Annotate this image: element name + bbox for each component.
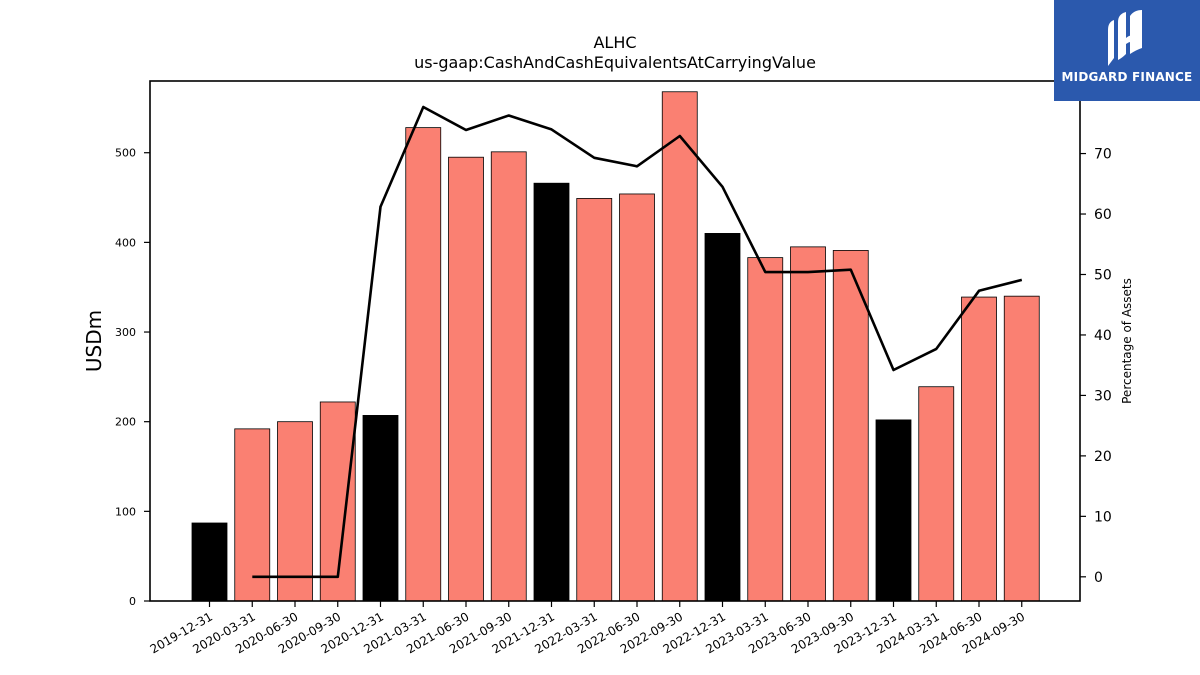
y2-tick-label: 30 xyxy=(1094,388,1112,404)
logo: MIDGARD FINANCE xyxy=(1054,0,1200,101)
bar xyxy=(661,91,698,602)
y-tick-label: 0 xyxy=(129,595,136,608)
line-series xyxy=(252,105,1023,579)
y-axis-label: USDm xyxy=(82,310,106,372)
bar xyxy=(533,182,570,602)
bar xyxy=(790,246,826,602)
bar xyxy=(277,421,313,602)
bars-group xyxy=(191,91,1040,602)
y2-tick-label: 20 xyxy=(1094,449,1112,465)
chart-subtitle: us-gaap:CashAndCashEquivalentsAtCarrying… xyxy=(414,53,816,72)
midgard-logo-icon xyxy=(1108,10,1142,66)
bar xyxy=(191,522,228,602)
bar xyxy=(704,233,741,602)
bar xyxy=(1003,295,1040,602)
y-tick-label: 400 xyxy=(115,236,136,249)
y2-tick-label: 50 xyxy=(1094,267,1112,283)
y-tick-label: 200 xyxy=(115,416,136,429)
y2-tick-label: 40 xyxy=(1094,328,1112,344)
bar xyxy=(832,250,869,602)
bar xyxy=(490,151,527,602)
bar xyxy=(576,198,613,602)
y2-tick-label: 10 xyxy=(1094,509,1112,525)
y-tick-label: 100 xyxy=(115,505,136,518)
plot-frame xyxy=(149,80,1081,602)
bar xyxy=(234,428,271,602)
y2-tick-label: 60 xyxy=(1094,207,1112,223)
y-tick-label: 300 xyxy=(115,326,136,339)
y2-axis-label: Percentage of Assets xyxy=(1120,278,1134,404)
line-group xyxy=(252,105,1023,579)
bar xyxy=(961,296,997,602)
y2-tick-label: 70 xyxy=(1094,147,1112,163)
chart-title: ALHC xyxy=(593,33,636,52)
bar xyxy=(875,419,912,602)
y-tick-label: 500 xyxy=(115,147,136,160)
y2-tick-label: 0 xyxy=(1094,570,1103,586)
bar xyxy=(918,386,955,602)
logo-text: MIDGARD FINANCE xyxy=(1061,70,1193,84)
bar xyxy=(747,257,784,602)
bar xyxy=(619,193,655,602)
bar xyxy=(448,156,484,602)
bar xyxy=(405,127,442,602)
bar xyxy=(362,415,399,602)
